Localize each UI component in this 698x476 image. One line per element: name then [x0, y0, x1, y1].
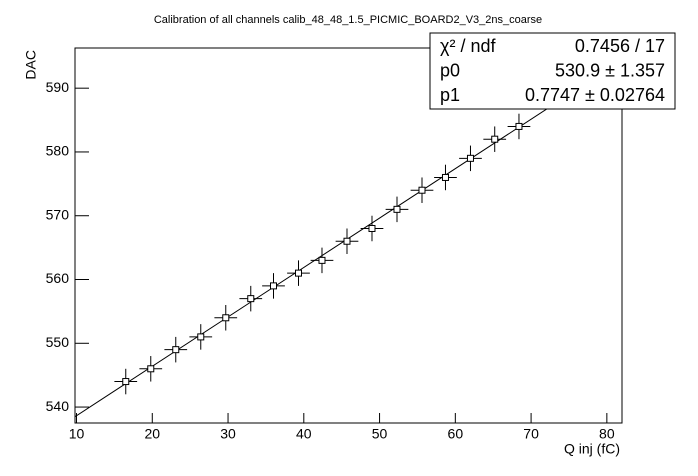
- stats-name: p1: [440, 85, 460, 105]
- x-tick-label: 80: [599, 426, 615, 442]
- x-tick-label: 40: [296, 426, 312, 442]
- point: [393, 205, 401, 213]
- y-tick-label: 580: [46, 143, 70, 159]
- y-tick-label: 570: [46, 206, 70, 222]
- point: [269, 282, 277, 290]
- x-axis-label: Q inj (fC): [564, 441, 620, 457]
- y-axis-label: DAC: [23, 50, 39, 80]
- y-tick-label: 550: [46, 334, 70, 350]
- point: [343, 237, 351, 245]
- point: [172, 346, 180, 354]
- point: [197, 333, 205, 341]
- stats-box: [429, 32, 676, 110]
- point: [515, 122, 523, 130]
- x-tick-label: 60: [448, 426, 464, 442]
- stats-value: 0.7747 ± 0.02764: [525, 85, 665, 105]
- stats-name: p0: [440, 60, 460, 80]
- point: [318, 256, 326, 264]
- x-tick-label: 20: [144, 426, 160, 442]
- x-tick-label: 10: [69, 426, 85, 442]
- point: [294, 269, 302, 277]
- plot-frame: [74, 47, 623, 424]
- point: [368, 224, 376, 232]
- y-tick-label: 560: [46, 270, 70, 286]
- point: [491, 135, 499, 143]
- y-tick-label: 540: [46, 398, 70, 414]
- point: [122, 378, 130, 386]
- stats-value: 530.9 ± 1.357: [555, 60, 665, 80]
- chart-title: Calibration of all channels calib_48_48_…: [154, 14, 542, 26]
- x-tick-label: 50: [372, 426, 388, 442]
- point: [247, 295, 255, 303]
- stats-name: χ² / ndf: [440, 36, 496, 56]
- point: [222, 314, 230, 322]
- x-tick-label: 30: [220, 426, 236, 442]
- point: [418, 186, 426, 194]
- stats-value: 0.7456 / 17: [575, 36, 665, 56]
- y-tick-label: 590: [46, 79, 70, 95]
- point: [441, 173, 449, 181]
- point: [147, 365, 155, 373]
- x-tick-label: 70: [523, 426, 539, 442]
- point: [466, 154, 474, 162]
